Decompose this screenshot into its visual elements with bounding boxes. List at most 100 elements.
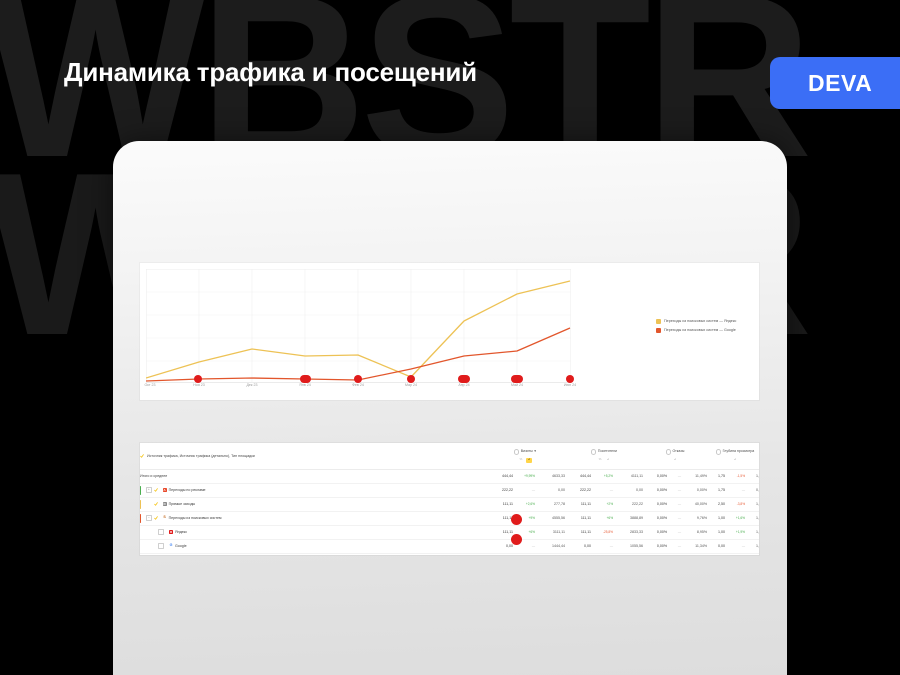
cell-visitors-delta: +6%: [591, 511, 614, 526]
chart-legend: Переходы из поисковых систем — Яндекс Пе…: [656, 319, 756, 337]
cell-visits-value: 111,11: [485, 511, 513, 526]
cell-bounce-delta: —: [667, 497, 682, 512]
row-label: Яндекс: [175, 530, 188, 534]
checkbox-checked-icon[interactable]: [153, 516, 158, 520]
expand-row-button[interactable]: [146, 501, 152, 507]
cell-visitors-value: 222,22: [565, 483, 592, 498]
table-row[interactable]: Я Яндекс 111,11 +6% 3111,11 111,11 -25,8…: [140, 525, 759, 540]
checkbox-unchecked-icon[interactable]: [158, 529, 164, 535]
radio-icon[interactable]: [591, 449, 597, 455]
radio-icon[interactable]: [514, 449, 520, 455]
traffic-source-table-card: Источник трафика, Источник трафика (дета…: [140, 443, 759, 555]
metric-label: Визиты: [520, 448, 533, 453]
chart-toggle-button[interactable]: ⊿: [673, 457, 677, 462]
cell-visits-compare: 0,00: [535, 483, 566, 498]
cell-depth-compare: 1,55: [745, 469, 759, 484]
percent-toggle-button[interactable]: %: [598, 457, 602, 462]
x-tick-label: Апр 24: [458, 383, 470, 387]
cell-bounce-delta: —: [667, 539, 682, 554]
chart-gridlines: [146, 269, 571, 383]
cell-visitors-delta: +2%: [591, 497, 614, 512]
collapse-row-button[interactable]: −: [146, 515, 152, 521]
checkbox-checked-icon[interactable]: [140, 453, 144, 458]
traffic-chart-card: Окт 23 Ноя 23 Дек 23 Янв 24 Фев 24 Мар 2…: [140, 263, 759, 400]
cell-visits-delta: +2,6%: [513, 497, 535, 512]
cell-visits-compare: 277,78: [535, 497, 566, 512]
cell-visitors-compare: 0,00: [613, 483, 644, 498]
x-tick-label: Фев 24: [352, 383, 364, 387]
cell-visitors-value: 111,11: [565, 525, 592, 540]
cell-depth-value: 1,75: [707, 469, 726, 484]
radio-icon[interactable]: [665, 449, 671, 455]
expand-row-button[interactable]: +: [146, 487, 152, 493]
cell-bounce-compare: 11,49%: [681, 469, 708, 484]
cell-visitors-compare: 4111,11: [613, 469, 644, 484]
percent-toggle-button[interactable]: %: [519, 457, 523, 462]
cell-visits-delta: +9,99%: [513, 469, 535, 484]
cell-visitors-value: 0,00: [565, 539, 592, 554]
checkbox-checked-icon[interactable]: [153, 488, 158, 492]
chart-toggle-button[interactable]: ⊿: [526, 457, 533, 463]
cell-visits-value: 111,11: [485, 525, 513, 540]
chart-toggle-button[interactable]: ⊿: [733, 457, 737, 462]
legend-label: Переходы из поисковых систем — Google: [664, 327, 736, 332]
chart-annotation-dot: [354, 375, 362, 383]
chart-annotation-dot: [566, 375, 574, 383]
cell-depth-compare: 1,20: [745, 497, 759, 512]
cell-bounce-compare: 8,95%: [681, 525, 708, 540]
table-row[interactable]: D Прямые заходы 111,11 +2,6% 277,78 111,…: [140, 497, 759, 512]
cell-visitors-delta: —: [591, 539, 614, 554]
row-color-bar: [140, 499, 142, 509]
row-annotation-dot: [511, 514, 522, 525]
legend-item[interactable]: Переходы из поисковых систем — Google: [656, 328, 756, 333]
cell-visitors-compare: 3888,89: [613, 511, 644, 526]
cell-visits-value: 0,00: [485, 539, 513, 554]
cell-visitors-compare: 1055,56: [613, 539, 644, 554]
sort-arrow-icon[interactable]: ▾: [534, 448, 537, 453]
cell-visits-compare: 1444,44: [535, 539, 566, 554]
row-label: Переходы из поисковых систем: [168, 516, 222, 520]
cell-bounce-compare: 9,76%: [681, 511, 708, 526]
metric-header-depth[interactable]: Глубина просмотра ⊿: [707, 443, 759, 469]
metric-label: Отказы: [672, 448, 685, 453]
cell-depth-delta: —: [725, 539, 746, 554]
legend-item[interactable]: Переходы из поисковых систем — Яндекс: [656, 319, 756, 324]
cell-visits-delta: —: [513, 483, 535, 498]
cell-visits-compare: 4555,56: [535, 511, 566, 526]
checkbox-unchecked-icon[interactable]: [158, 543, 164, 549]
cell-visits-value: 111,11: [485, 497, 513, 512]
legend-swatch-google-icon: [656, 328, 661, 333]
table-row[interactable]: Итого и среднее 444,44 +9,99% 4633,33 44…: [140, 469, 759, 484]
table-row[interactable]: − S Переходы из поисковых систем 111,11 …: [140, 511, 759, 526]
metric-header-visits[interactable]: Визиты ▾ % ⊿: [485, 443, 565, 469]
chart-annotation-dot: [511, 375, 523, 383]
cell-bounce-compare: 0,00%: [681, 483, 708, 498]
metric-header-bounce[interactable]: Отказы ⊿: [643, 443, 707, 469]
chart-toggle-button[interactable]: ⊿: [606, 457, 610, 462]
cell-bounce-value: 0,00%: [643, 497, 668, 512]
chart-annotation-dot: [300, 375, 311, 383]
row-color-bar: [140, 513, 142, 523]
direct-source-icon: D: [162, 501, 167, 506]
legend-label: Переходы из поисковых систем — Яндекс: [664, 318, 737, 323]
cell-depth-value: 2,50: [707, 497, 726, 512]
radio-icon[interactable]: [715, 449, 721, 455]
x-tick-label: Окт 23: [144, 383, 156, 387]
dimension-header-cell[interactable]: Источник трафика, Источник трафика (дета…: [140, 443, 485, 469]
deva-badge[interactable]: DEVA: [770, 57, 900, 109]
x-tick-label: Ноя 23: [193, 383, 205, 387]
table-row[interactable]: G Google 0,00 — 1444,44 0,00 — 1055,56 0…: [140, 539, 759, 554]
cell-bounce-delta: —: [667, 483, 682, 498]
cell-visitors-delta: +5,2%: [591, 469, 614, 484]
cell-bounce-compare: 11,34%: [681, 539, 708, 554]
cell-bounce-compare: 40,00%: [681, 497, 708, 512]
x-tick-label: Янв 24: [299, 383, 311, 387]
metric-header-visitors[interactable]: Посетители % ⊿: [565, 443, 643, 469]
cell-bounce-value: 0,00%: [643, 539, 668, 554]
row-label: Переходы по рекламе: [168, 488, 206, 492]
cell-depth-compare: 1,55: [745, 525, 759, 540]
checkbox-checked-icon[interactable]: [153, 502, 158, 506]
table-row[interactable]: + A Переходы по рекламе 222,22 — 0,00 2: [140, 483, 759, 498]
cell-bounce-value: 0,00%: [643, 469, 668, 484]
